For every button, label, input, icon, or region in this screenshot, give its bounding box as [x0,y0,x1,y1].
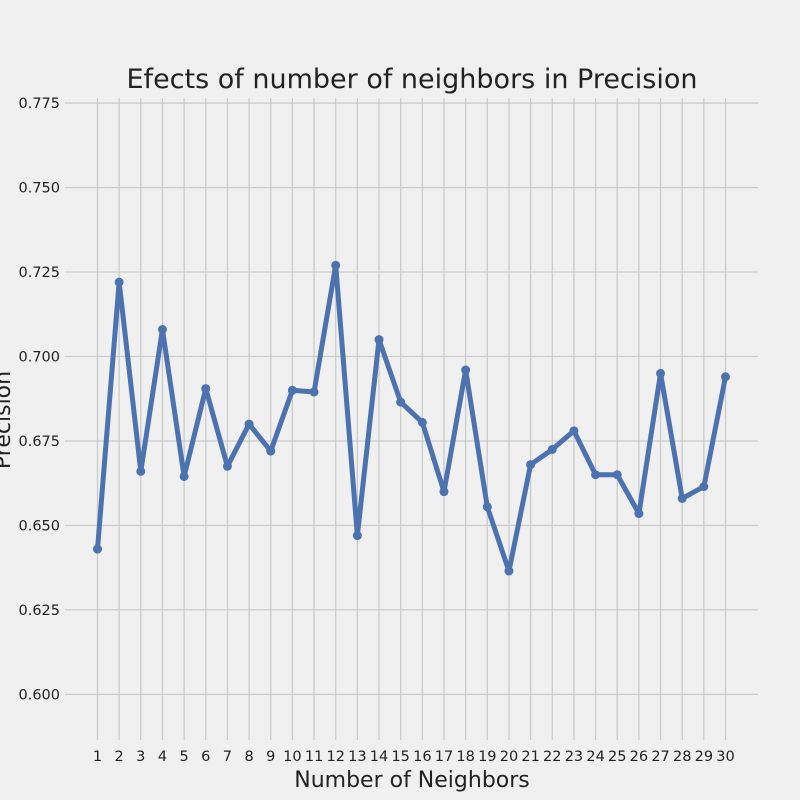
data-point [92,544,102,554]
data-point [201,384,211,394]
y-tick-label: 0.675 [18,434,60,450]
x-tick-label: 17 [435,749,453,765]
data-point [699,482,709,492]
x-tick-label: 21 [521,749,539,765]
x-tick-label: 13 [348,749,366,765]
y-tick-label: 0.625 [18,603,60,619]
data-point [331,260,341,270]
x-axis-label: Number of Neighbors [294,768,530,793]
data-point [569,426,579,436]
data-point [114,277,124,287]
x-tick-label: 2 [115,749,124,765]
x-tick-label: 30 [716,749,734,765]
data-point [352,531,362,541]
data-point [309,387,319,397]
data-point [461,365,471,375]
data-point [482,502,492,512]
x-tick-label: 12 [326,749,344,765]
x-tick-label: 19 [478,749,496,765]
x-tick-label: 15 [391,749,409,765]
x-tick-label: 4 [158,749,167,765]
x-tick-label: 25 [608,749,626,765]
x-tick-label: 29 [695,749,713,765]
x-tick-label: 24 [586,749,604,765]
y-tick-labels: 0.600 0.625 0.650 0.675 0.700 0.725 0.750 0.775 [18,96,60,703]
x-tick-label: 5 [179,749,188,765]
data-point [222,461,232,471]
data-point [439,487,449,497]
x-tick-label: 9 [266,749,275,765]
grid [65,98,758,740]
x-tick-label: 28 [673,749,691,765]
x-tick-labels: 1 2 3 4 5 6 7 8 9 10 11 12 13 14 15 16 17 18 19 20 21 22 23 24 2… [93,749,735,765]
data-point [157,324,167,334]
x-tick-label: 14 [370,749,388,765]
data-point [287,385,297,395]
data-point [656,368,666,378]
series-line [94,262,729,574]
y-axis-label: Precision [0,371,16,469]
y-tick-label: 0.725 [18,265,60,281]
data-point [612,470,622,480]
data-point [547,444,557,454]
data-point [266,446,276,456]
x-tick-label: 6 [201,749,210,765]
data-point [396,397,406,407]
data-point [244,419,254,429]
data-point [179,471,189,481]
y-tick-label: 0.650 [18,518,60,534]
y-tick-label: 0.700 [18,349,60,365]
x-tick-label: 26 [630,749,648,765]
x-tick-label: 11 [305,749,323,765]
x-tick-label: 16 [413,749,431,765]
x-tick-label: 23 [565,749,583,765]
data-point [136,466,146,476]
data-point [504,566,514,576]
data-point [374,335,384,345]
x-tick-label: 22 [543,749,561,765]
x-tick-label: 18 [456,749,474,765]
series-layer [94,262,729,574]
x-tick-label: 10 [283,749,301,765]
y-tick-label: 0.750 [18,181,60,197]
x-tick-label: 3 [136,749,145,765]
data-point [721,372,731,382]
x-tick-label: 7 [223,749,232,765]
data-point [526,460,536,470]
chart-title: Efects of number of neighbors in Precisi… [127,64,698,95]
marker-layer [92,260,731,576]
data-point [634,509,644,519]
x-tick-label: 8 [244,749,253,765]
data-point [417,417,427,427]
x-tick-label: 1 [93,749,102,765]
x-tick-label: 20 [500,749,518,765]
y-tick-label: 0.600 [18,687,60,703]
data-point [591,470,601,480]
x-tick-label: 27 [651,749,669,765]
y-tick-label: 0.775 [18,96,60,112]
data-point [677,493,687,503]
